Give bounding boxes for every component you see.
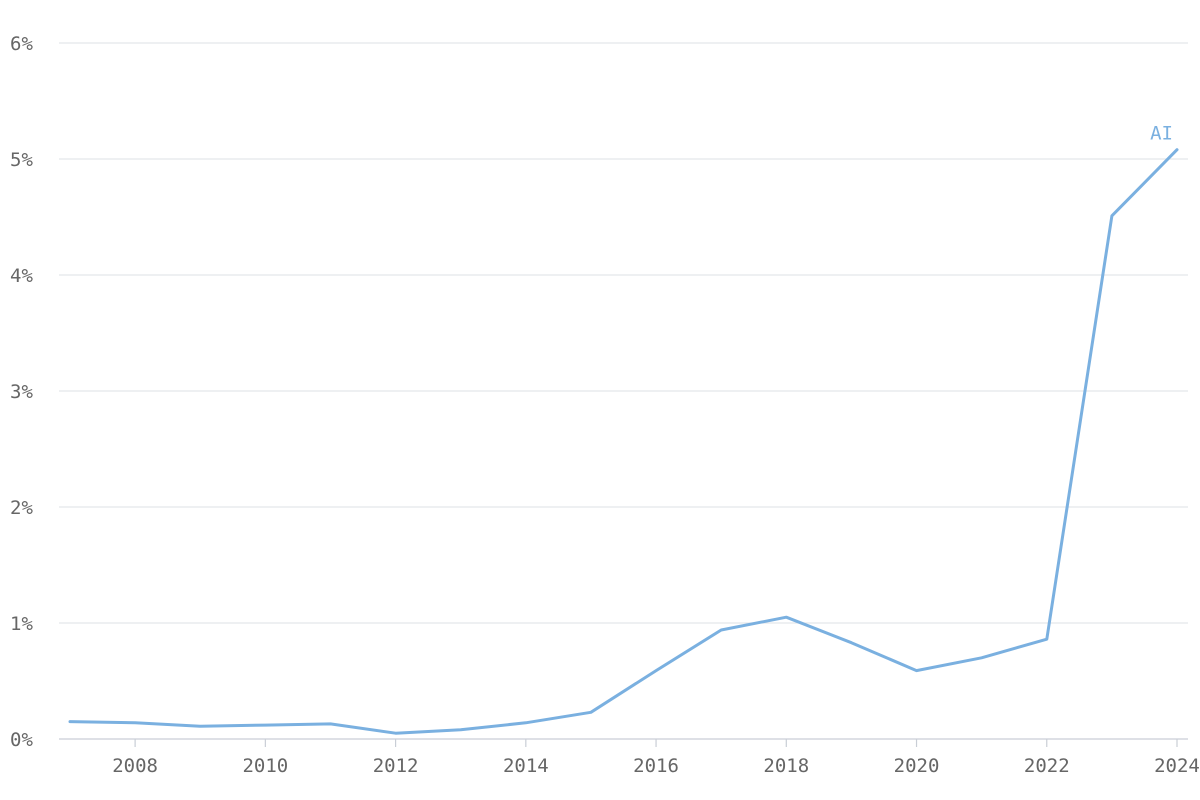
y-tick-label: 3% bbox=[10, 381, 33, 403]
y-axis-tick-labels: 0% 1% 2% 3% 4% 5% 6% bbox=[10, 33, 33, 751]
series-label: AI bbox=[1150, 123, 1173, 145]
grid-lines bbox=[59, 42, 1188, 624]
series-line-ai bbox=[68, 148, 1179, 735]
y-tick-label: 6% bbox=[10, 33, 33, 55]
x-tick-label: 2008 bbox=[112, 755, 158, 777]
x-tick-label: 2010 bbox=[242, 755, 288, 777]
x-tick-label: 2020 bbox=[894, 755, 940, 777]
y-tick-label: 4% bbox=[10, 265, 33, 287]
x-tick-label: 2024 bbox=[1154, 755, 1200, 777]
x-tick-label: 2022 bbox=[1024, 755, 1070, 777]
y-tick-label: 2% bbox=[10, 497, 33, 519]
y-tick-label: 5% bbox=[10, 149, 33, 171]
y-tick-label: 0% bbox=[10, 729, 33, 751]
y-tick-label: 1% bbox=[10, 613, 33, 635]
x-tick-label: 2016 bbox=[633, 755, 679, 777]
x-tick-label: 2012 bbox=[373, 755, 419, 777]
x-axis-ticks: 2008 2010 2012 2014 2016 2018 2020 2022 2024 bbox=[112, 739, 1200, 777]
x-tick-label: 2014 bbox=[503, 755, 549, 777]
x-tick-label: 2018 bbox=[763, 755, 809, 777]
series-lines: AI bbox=[68, 123, 1179, 735]
